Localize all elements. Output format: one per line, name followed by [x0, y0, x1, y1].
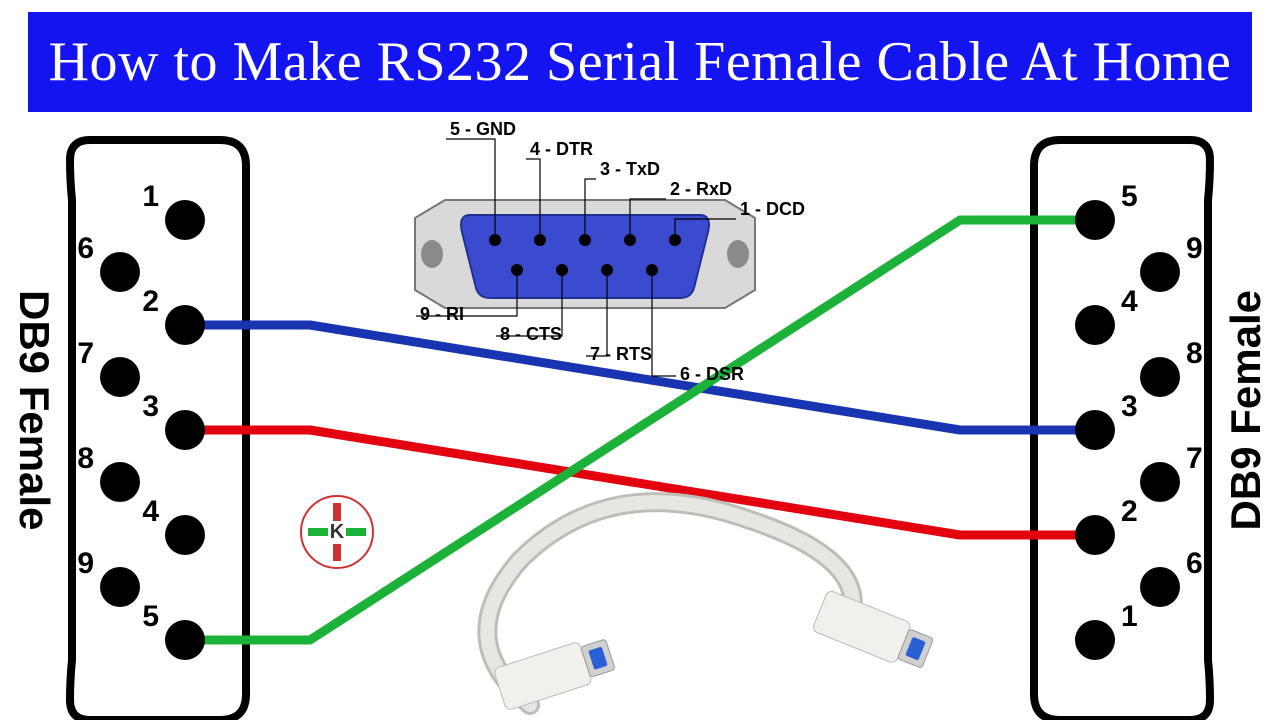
right-connector-label: DB9 Female — [1222, 290, 1270, 530]
wire-group — [185, 220, 1095, 640]
svg-text:4 - DTR: 4 - DTR — [530, 139, 593, 159]
svg-text:6 - DSR: 6 - DSR — [680, 364, 744, 384]
svg-text:2: 2 — [1121, 495, 1138, 528]
right-pin-group: 5 4 3 2 1 9 8 7 6 — [1075, 180, 1203, 660]
svg-text:7: 7 — [77, 337, 94, 370]
svg-text:9: 9 — [1186, 232, 1203, 265]
left-connector-label: DB9 Female — [10, 290, 58, 530]
channel-logo: K — [300, 495, 374, 569]
svg-text:6: 6 — [77, 232, 94, 265]
pinout-diagram: 5 - GND 4 - DTR 3 - TxD 2 - RxD 1 - DCD 9 - R… — [415, 119, 805, 384]
title-banner: How to Make RS232 Serial Female Cable At… — [28, 12, 1252, 112]
svg-text:3: 3 — [1121, 390, 1138, 423]
svg-text:5: 5 — [1121, 180, 1138, 213]
svg-text:4: 4 — [1121, 285, 1138, 318]
svg-text:7 - RTS: 7 - RTS — [590, 344, 652, 364]
svg-text:8: 8 — [1186, 337, 1203, 370]
left-db9-outline — [70, 140, 246, 720]
svg-text:1 - DCD: 1 - DCD — [740, 199, 805, 219]
svg-text:1: 1 — [1121, 600, 1138, 633]
svg-text:9 - RI: 9 - RI — [420, 304, 464, 324]
left-pin-group: 1 2 3 4 5 6 7 8 9 — [77, 180, 205, 660]
wire-green — [185, 220, 1095, 640]
svg-text:4: 4 — [142, 495, 159, 528]
svg-text:2: 2 — [142, 285, 159, 318]
svg-text:1: 1 — [142, 180, 159, 213]
svg-text:7: 7 — [1186, 442, 1203, 475]
cable-illustration — [487, 502, 935, 711]
page-title: How to Make RS232 Serial Female Cable At… — [49, 30, 1232, 94]
svg-text:8: 8 — [77, 442, 94, 475]
svg-text:6: 6 — [1186, 547, 1203, 580]
svg-text:3 - TxD: 3 - TxD — [600, 159, 660, 179]
wire-blue — [185, 325, 1095, 430]
svg-text:5: 5 — [142, 600, 159, 633]
logo-letter: K — [328, 521, 346, 544]
svg-text:9: 9 — [77, 547, 94, 580]
svg-text:8 - CTS: 8 - CTS — [500, 324, 562, 344]
svg-text:3: 3 — [142, 390, 159, 423]
right-db9-outline — [1034, 140, 1210, 720]
svg-text:5 - GND: 5 - GND — [450, 119, 516, 139]
svg-text:2 - RxD: 2 - RxD — [670, 179, 732, 199]
